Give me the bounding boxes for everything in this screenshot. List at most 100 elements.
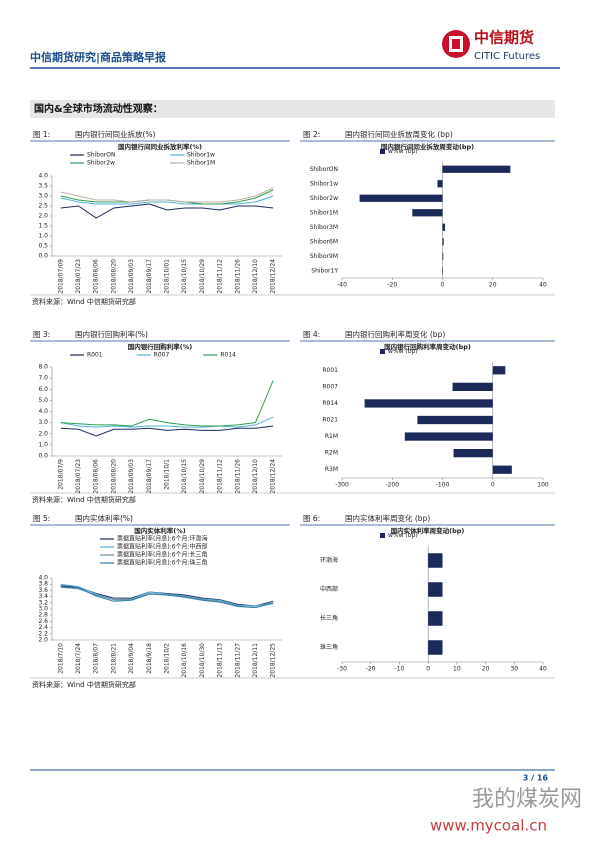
series-line — [60, 187, 274, 203]
y-tick-label: 3.6 — [38, 587, 48, 594]
bar — [453, 449, 493, 458]
x-tick-label: -40 — [337, 282, 347, 289]
series-line — [60, 195, 274, 205]
category-label: 珠三角 — [320, 643, 338, 651]
series-line — [60, 583, 274, 607]
series-line — [60, 380, 274, 427]
series-line — [60, 425, 274, 437]
bar — [364, 399, 493, 408]
x-tick-label: 2018/12/10 — [252, 259, 259, 294]
category-label: R2M — [325, 450, 338, 457]
y-tick-label: 4.0 — [38, 408, 48, 415]
figure-number: 图 1: — [33, 130, 50, 139]
x-tick-label: 2018/08/06 — [93, 459, 100, 494]
x-tick-label: 2018/09/17 — [146, 459, 153, 494]
x-tick-label: 2018/08/06 — [93, 259, 100, 294]
y-tick-label: 1.5 — [38, 223, 48, 230]
chart-title: 国内实体利率周变动(bp) — [391, 526, 465, 535]
legend-label: 票据直贴利率(月息):6个月:珠三角 — [117, 559, 208, 567]
x-tick-label: 0 — [426, 666, 430, 673]
page-number: 3 / 16 — [523, 774, 549, 783]
category-label: Shibor1Y — [311, 267, 338, 274]
y-tick-label: 2.6 — [38, 618, 48, 625]
y-tick-label: 3.0 — [38, 193, 48, 200]
x-tick-label: 2018/10/2 — [164, 643, 171, 674]
chart-title: 国内银行间同业拆放周变动(bp) — [381, 142, 474, 151]
x-tick-label: -300 — [335, 482, 349, 489]
x-tick-label: -10 — [395, 666, 405, 673]
legend-label: R007 — [154, 352, 170, 359]
y-tick-label: 3.0 — [38, 419, 48, 426]
figure-caption: 国内银行间同业拆放(%) — [75, 129, 156, 139]
y-tick-label: 2.2 — [38, 630, 48, 637]
bar — [404, 432, 493, 441]
category-label: ShiborON — [310, 166, 338, 173]
figure-number: 图 5: — [33, 514, 50, 523]
figure-number: 图 2: — [303, 130, 320, 139]
y-tick-label: 1.0 — [38, 441, 48, 448]
x-tick-label: 2018/11/27 — [234, 643, 241, 678]
y-tick-label: 3.4 — [38, 593, 48, 600]
category-label: R3M — [325, 466, 338, 473]
bar — [359, 194, 443, 202]
bar — [437, 180, 443, 188]
bar — [428, 640, 443, 655]
category-label: 中西部 — [320, 585, 338, 593]
x-tick-label: 40 — [539, 282, 547, 289]
watermark-name: 我的煤炭网 — [472, 787, 582, 812]
series-line — [60, 586, 274, 609]
y-tick-label: 4.0 — [38, 575, 48, 582]
x-tick-label: 2018/11/12 — [217, 259, 224, 294]
x-tick-label: 10 — [453, 666, 461, 673]
section-bar — [30, 100, 555, 118]
x-tick-label: 30 — [510, 666, 518, 673]
x-tick-label: 2018/11/12 — [217, 459, 224, 494]
figure-caption: 国内实体利率周变化 (bp) — [345, 513, 430, 523]
x-tick-label: 2018/10/15 — [181, 459, 188, 494]
category-label: Shibor3M — [310, 224, 338, 231]
x-tick-label: 2018/10/29 — [199, 459, 206, 494]
x-tick-label: 2018/10/01 — [164, 259, 171, 294]
x-tick-label: 40 — [539, 666, 547, 673]
legend-swatch — [380, 533, 385, 538]
y-tick-label: 2.0 — [38, 637, 48, 644]
chart-title: 国内银行回购利率(%) — [128, 342, 192, 351]
x-tick-label: 100 — [537, 482, 549, 489]
category-label: Shibor2w — [310, 195, 338, 202]
chart-title: 国内实体利率(%) — [134, 526, 185, 535]
chart-title: 国内银行回购利率周变动(bp) — [384, 342, 471, 351]
category-label: Shibor1M — [310, 209, 338, 216]
figure-number: 图 4: — [303, 330, 320, 339]
legend-label: Shibor2w — [87, 160, 115, 167]
bar — [428, 553, 443, 568]
section-title: 国内&全球市场流动性观察： — [34, 102, 163, 115]
figure-caption: 国内实体利率(%) — [75, 513, 133, 523]
logo-cn: 中信期货 — [474, 29, 534, 47]
x-tick-label: 2018/12/25 — [270, 643, 277, 678]
legend-label: R001 — [87, 352, 103, 359]
x-tick-label: 0 — [441, 282, 445, 289]
y-tick-label: 2.0 — [38, 213, 48, 220]
legend-label: w%w (bp) — [388, 532, 418, 539]
x-tick-label: 2018/10/16 — [181, 643, 188, 678]
x-tick-label: 2018/10/15 — [181, 259, 188, 294]
header-title: 中信期货研究|商品策略早报 — [30, 50, 167, 64]
y-tick-label: 6.0 — [38, 386, 48, 393]
figure-caption: 国内银行间同业拆放周变化 (bp) — [345, 129, 453, 139]
x-tick-label: 2018/07/09 — [57, 259, 64, 294]
logo: 中信期货 CITIC Futures — [442, 29, 540, 62]
figure-number: 图 3: — [33, 330, 50, 339]
logo-en: CITIC Futures — [474, 51, 540, 62]
y-tick-label: 0.0 — [38, 253, 48, 260]
legend-swatch — [380, 149, 385, 154]
figure-number: 图 6: — [303, 514, 320, 523]
category-label: 长三角 — [320, 614, 338, 622]
series-line — [60, 585, 274, 607]
x-tick-label: 20 — [489, 282, 497, 289]
y-tick-label: 5.0 — [38, 397, 48, 404]
x-tick-label: 2018/9/18 — [146, 643, 153, 674]
y-tick-label: 3.5 — [38, 183, 48, 190]
x-tick-label: 2018/12/11 — [252, 643, 259, 678]
x-tick-label: 0 — [491, 482, 495, 489]
y-tick-label: 0.5 — [38, 243, 48, 250]
